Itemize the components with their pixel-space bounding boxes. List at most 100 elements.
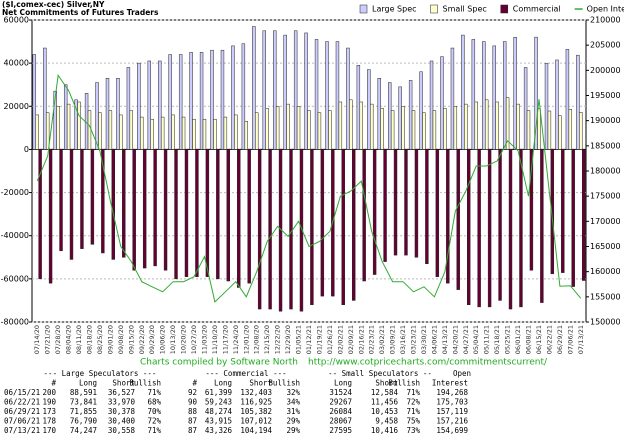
x-tick-label: 09/15/20 [127, 325, 135, 354]
x-tick-label: 09/22/20 [138, 325, 146, 354]
x-tick-label: 04/27/21 [462, 325, 470, 354]
bar [69, 149, 74, 260]
table-cell: 30,400 [108, 417, 136, 426]
bar [540, 149, 544, 303]
table-cell: 10,453 [371, 407, 398, 416]
legend-label: Small Spec [443, 5, 487, 14]
bar [268, 149, 272, 310]
x-tick-label: 04/13/21 [441, 325, 449, 354]
table-column-header: Interest [432, 379, 468, 388]
bar [275, 106, 280, 150]
x-tick-label: 05/25/21 [504, 325, 512, 354]
table-cell: 157,119 [436, 407, 468, 416]
table-cell: 90 [188, 398, 198, 407]
bar [195, 149, 199, 277]
y-tick-label: -20000 [1, 188, 29, 197]
bar [314, 39, 319, 150]
table-cell: 76,790 [70, 417, 98, 426]
x-tick-label: 10/27/20 [190, 325, 198, 354]
table-cell: 31% [286, 407, 300, 416]
bar [163, 149, 168, 271]
bar [255, 112, 259, 150]
table-cell: 154,699 [436, 426, 468, 435]
table-column-header: # [192, 379, 197, 388]
bar [555, 59, 559, 150]
bar [362, 149, 366, 282]
x-tick-label: 03/16/21 [399, 325, 407, 354]
table-column-header: Long [214, 379, 232, 388]
bar [492, 45, 496, 150]
bar [241, 43, 246, 150]
bar [244, 121, 248, 150]
bar [317, 112, 322, 150]
table-group-header: -- Small Speculators -- [328, 369, 432, 378]
bar [534, 36, 538, 150]
footer-url: http://www.cotpricecharts.com/commitment… [308, 358, 548, 368]
bar [477, 149, 481, 308]
bar [453, 106, 458, 150]
bar [199, 52, 204, 150]
table-cell: 170 [42, 426, 56, 435]
table-cell: 72% [406, 398, 420, 407]
x-tick-label: 10/20/20 [180, 325, 188, 354]
bar [137, 62, 141, 150]
y-tick-label: -40000 [1, 231, 29, 240]
bar [581, 149, 586, 281]
bar [257, 149, 262, 310]
table-cell: 71% [406, 407, 420, 416]
y2-tick-label: 200000 [590, 66, 621, 75]
plot-frame [31, 19, 587, 323]
bar [508, 149, 513, 310]
table-cell: 48,274 [205, 407, 233, 416]
x-tick-label: 07/14/20 [33, 325, 41, 354]
table-column-header: Short [249, 379, 272, 388]
x-tick-label: 01/26/21 [326, 325, 334, 354]
table-cell: 71% [147, 388, 161, 397]
bar [181, 116, 186, 150]
bar [43, 47, 47, 150]
bar [223, 116, 228, 150]
bar [443, 108, 447, 150]
table-cell: 175,703 [436, 398, 468, 407]
table-cell: 74,247 [70, 426, 97, 435]
table-cell: 07/06/21 [4, 417, 40, 426]
table-column-header: Short [375, 379, 398, 388]
table-cell: 27595 [329, 426, 352, 435]
bar [108, 110, 113, 150]
y2-tick-label: 180000 [590, 167, 621, 176]
bar [325, 41, 329, 150]
bar [404, 149, 408, 256]
y2-tick-label: 175000 [590, 192, 621, 201]
x-tick-label: 11/24/20 [232, 325, 240, 354]
x-tick-label: 03/02/21 [378, 325, 386, 354]
table-cell: 59,243 [205, 398, 232, 407]
table-cell: 33,970 [108, 398, 136, 407]
bar [558, 115, 562, 150]
bar [122, 149, 126, 258]
table-cell: 34% [286, 398, 300, 407]
table-group-header: Open [453, 369, 471, 378]
table-group-header: --- Large Speculators --- [44, 369, 157, 378]
bar [440, 56, 444, 150]
x-tick-label: 07/13/21 [577, 325, 585, 354]
table-cell: 70% [147, 407, 161, 416]
table-cell: 61,399 [205, 388, 232, 397]
table-cell: 43,326 [205, 426, 233, 435]
bar [398, 86, 402, 150]
bar [160, 116, 165, 150]
table-column-header: Short [112, 379, 135, 388]
table-cell: 12,584 [371, 388, 399, 397]
bar [184, 149, 189, 277]
bar [519, 149, 523, 308]
bar [372, 149, 377, 275]
bar [168, 54, 172, 150]
bar [45, 112, 50, 150]
bar [390, 110, 395, 150]
table-cell: 11,456 [371, 398, 399, 407]
bar [226, 149, 230, 282]
bar [171, 114, 175, 150]
bar [252, 26, 256, 150]
bar [484, 99, 489, 150]
table-cell: 178 [42, 417, 56, 426]
table-cell: 29% [286, 417, 300, 426]
